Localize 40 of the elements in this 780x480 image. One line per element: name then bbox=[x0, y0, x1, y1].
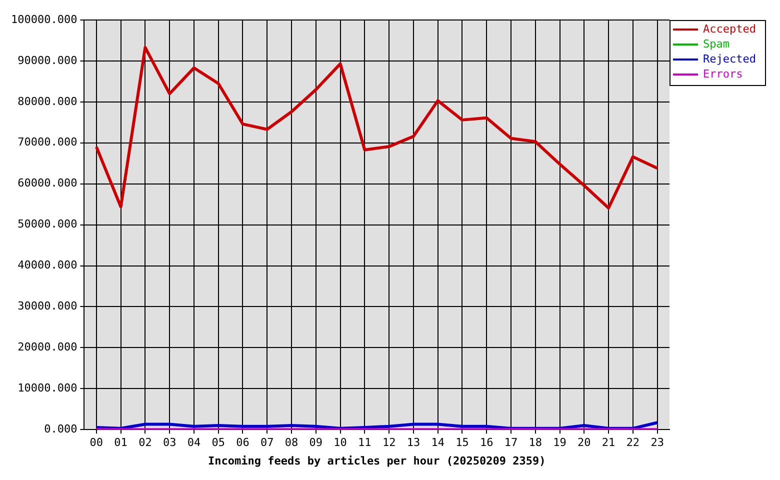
x-tick-label: 00 bbox=[90, 436, 104, 450]
y-tick-label: 40000.000 bbox=[18, 258, 78, 272]
y-tick-label: 50000.000 bbox=[18, 218, 78, 231]
y-tick-label: 20000.000 bbox=[18, 340, 78, 354]
x-tick-label: 10 bbox=[334, 436, 347, 450]
y-tick-label: 100000.000 bbox=[10, 12, 78, 26]
x-tick-label: 18 bbox=[528, 436, 542, 450]
x-tick-label: 21 bbox=[602, 436, 616, 450]
x-tick-label: 14 bbox=[431, 436, 445, 450]
legend-label: Errors bbox=[703, 67, 743, 80]
x-tick-label: 01 bbox=[114, 436, 128, 450]
y-tick-label: 0.000 bbox=[44, 422, 78, 436]
x-tick-label: 19 bbox=[553, 436, 566, 450]
x-axis-title: Incoming feeds by articles per hour (20250209 2359) bbox=[208, 454, 546, 468]
legend-label: Rejected bbox=[703, 52, 756, 66]
x-tick-label: 09 bbox=[309, 436, 323, 450]
x-tick-label: 23 bbox=[650, 436, 664, 450]
x-tick-label: 20 bbox=[578, 436, 591, 450]
x-tick-label: 04 bbox=[187, 436, 201, 450]
x-tick-label: 13 bbox=[406, 436, 420, 450]
x-tick-label: 11 bbox=[358, 436, 372, 450]
y-tick-label: 10000.000 bbox=[18, 382, 78, 394]
x-tick-label: 08 bbox=[284, 436, 298, 450]
x-tick-label: 07 bbox=[260, 436, 274, 450]
x-tick-label: 03 bbox=[162, 436, 176, 450]
y-tick-label: 90000.000 bbox=[18, 54, 78, 67]
x-tick-label: 06 bbox=[236, 436, 250, 450]
x-tick-label: 02 bbox=[138, 436, 152, 450]
x-tick-label: 22 bbox=[626, 436, 640, 450]
legend-label: Accepted bbox=[703, 22, 756, 36]
y-tick-label: 30000.000 bbox=[18, 300, 78, 313]
y-tick-label: 60000.000 bbox=[18, 176, 78, 190]
x-tick-label: 15 bbox=[456, 436, 469, 450]
y-tick-label: 70000.000 bbox=[18, 136, 78, 149]
x-tick-label: 16 bbox=[480, 436, 494, 450]
x-tick-label: 17 bbox=[504, 436, 518, 450]
legend-label: Spam bbox=[703, 37, 730, 50]
x-tick-label: 05 bbox=[212, 436, 225, 450]
x-tick-label: 12 bbox=[382, 436, 396, 450]
y-tick-label: 80000.000 bbox=[18, 94, 78, 108]
